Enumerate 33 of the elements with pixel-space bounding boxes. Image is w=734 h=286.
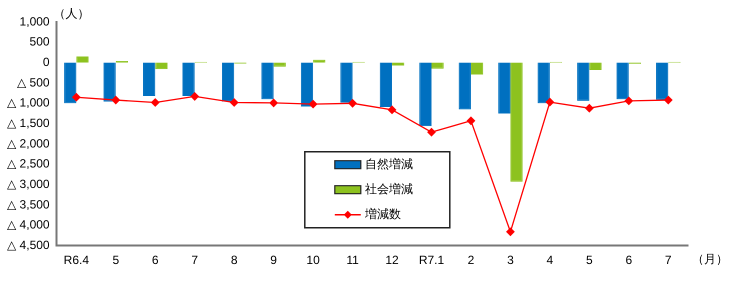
x-tick-label: 6 — [152, 253, 159, 268]
y-tick-label: △ 1,500 — [7, 116, 50, 130]
x-tick-label: 7 — [664, 253, 672, 268]
x-tick-label: 9 — [270, 253, 278, 268]
y-tick-label: 0 — [42, 54, 50, 69]
x-tick-label: 6 — [625, 253, 632, 268]
x-tick-label: 3 — [507, 253, 514, 268]
x-tick-label: 11 — [346, 253, 360, 268]
y-tick-label: △ 4,000 — [7, 218, 50, 232]
y-tick-label: △ 2,500 — [7, 156, 50, 171]
y-tick-label: △ 3,500 — [7, 197, 50, 212]
x-tick-label: 8 — [230, 253, 238, 268]
y-tick-label: △ 2,000 — [7, 136, 50, 150]
y-tick-label: △ 1,000 — [7, 96, 50, 110]
x-tick-label: 10 — [306, 253, 320, 268]
x-tick-label: 5 — [586, 253, 593, 268]
x-tick-label: R7.1 — [418, 253, 444, 268]
x-tick-label: 4 — [546, 253, 554, 268]
x-tick-label: 7 — [191, 253, 198, 268]
y-tick-label: 500 — [30, 34, 50, 49]
x-tick-label: 5 — [112, 253, 120, 268]
y-tick-label: △ 4,500 — [7, 238, 50, 252]
y-axis-title: （人） — [54, 6, 90, 20]
legend-label: 増減数 — [364, 207, 401, 221]
y-tick-label: △ 3,000 — [7, 176, 50, 191]
y-tick-label: △ 500 — [17, 75, 50, 90]
legend-label: 自然増減 — [364, 157, 413, 171]
y-tick-label: 1,000 — [20, 14, 50, 28]
x-tick-label: 2 — [468, 253, 475, 268]
x-tick-label: 12 — [385, 253, 400, 268]
legend-label: 社会増減 — [364, 182, 413, 196]
x-tick-label: R6.4 — [64, 253, 90, 268]
x-axis-title: （月） — [692, 252, 728, 266]
